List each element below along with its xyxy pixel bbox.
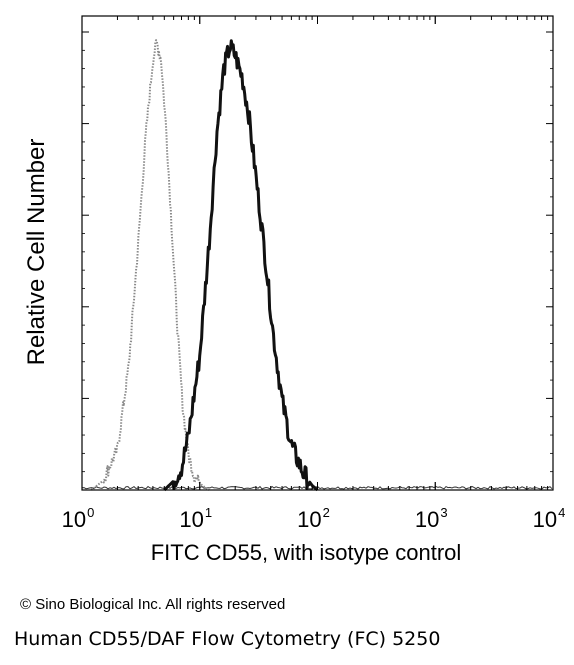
flow-cytometry-histogram: 100 101 102 103 104 Relative Cell Number FIT… [23,15,566,565]
x-tick-label: 104 [533,505,566,532]
plot-area [81,39,553,492]
image-caption: Human CD55/DAF Flow Cytometry (FC) 5250 [14,628,441,650]
axes: 100 101 102 103 104 [62,15,566,532]
sample-histogram-trace [163,39,319,492]
x-tick-label: 103 [415,505,448,532]
x-tick-label: 101 [179,505,212,532]
x-tick-label: 102 [297,505,330,532]
x-tick-label: 100 [62,505,95,532]
y-axis-label: Relative Cell Number [23,139,50,366]
plot-frame [81,15,554,491]
copyright-notice: © Sino Biological Inc. All rights reserv… [20,596,286,613]
x-axis-label: FITC CD55, with isotype control [151,540,462,565]
